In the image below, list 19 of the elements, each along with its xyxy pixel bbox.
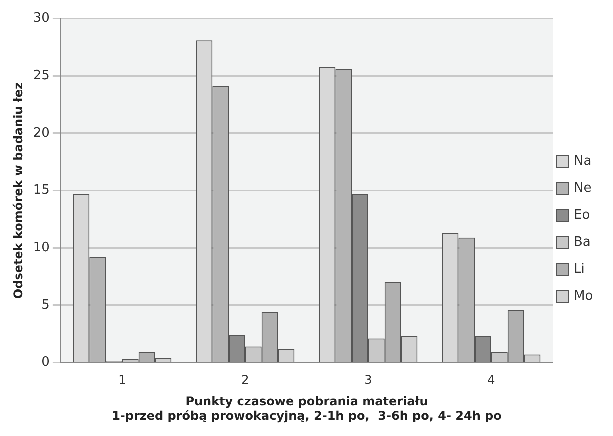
- y-tick-label: 30: [33, 11, 50, 26]
- x-tick-label: 2: [242, 373, 250, 388]
- legend-label: Li: [574, 262, 585, 277]
- x-tick-label: 1: [118, 373, 126, 388]
- legend-label: Mo: [574, 289, 594, 304]
- x-axis-title: Punkty czasowe pobrania materiału 1-przed próbą prowokacyjną, 2-1h po, 3-6h po, 4- 24h po: [112, 394, 502, 423]
- y-axis-title: Odsetek komórek w badaniu łez: [11, 82, 26, 300]
- x-tick-label: 3: [364, 373, 372, 388]
- legend-label: Eo: [574, 208, 590, 223]
- legend-label: Na: [574, 154, 592, 169]
- y-tick-label: 10: [33, 240, 50, 256]
- y-tick-label: 20: [33, 126, 50, 141]
- legend-label: Ba: [574, 235, 591, 250]
- y-tick-label: 15: [33, 183, 50, 198]
- y-tick-label: 0: [42, 355, 50, 370]
- legend-label: Ne: [574, 181, 592, 196]
- x-tick-label: 4: [488, 373, 496, 388]
- y-tick-label: 5: [42, 298, 50, 313]
- y-tick-label: 25: [33, 68, 50, 84]
